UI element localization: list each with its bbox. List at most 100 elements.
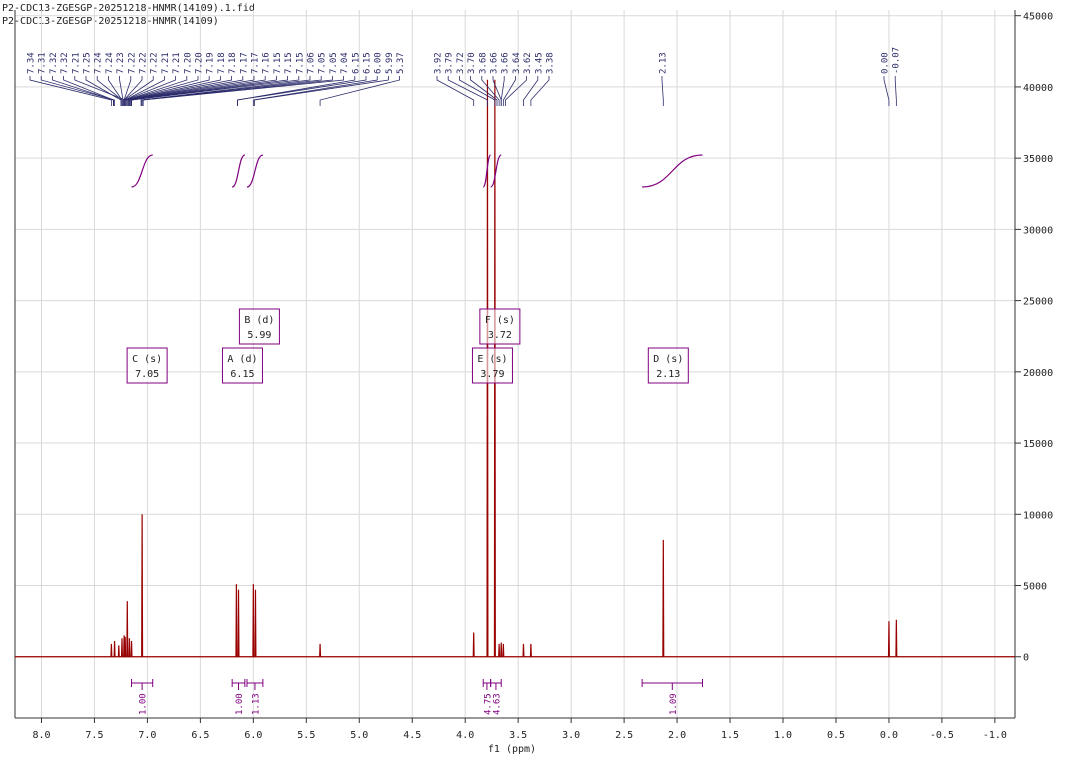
peak-label: 7.16 bbox=[262, 52, 272, 74]
x-tick-label: 4.0 bbox=[456, 730, 474, 741]
x-tick-label: 6.0 bbox=[244, 730, 262, 741]
peak-label: 7.19 bbox=[206, 52, 216, 74]
peak-leader bbox=[523, 76, 539, 106]
multiplet-shift: 5.99 bbox=[247, 330, 271, 341]
multiplet-box bbox=[126, 347, 168, 384]
x-tick-label: 1.0 bbox=[774, 730, 792, 741]
peak-label: 7.18 bbox=[217, 52, 227, 74]
y-tick-label: 45000 bbox=[1023, 12, 1053, 23]
y-tick-label: 20000 bbox=[1023, 368, 1053, 379]
peak-leader bbox=[123, 76, 154, 106]
multiplet-label: A (d) bbox=[227, 354, 257, 365]
peak-leader bbox=[29, 76, 112, 106]
integral-curve bbox=[490, 154, 502, 188]
peak-label: 7.23 bbox=[116, 52, 126, 74]
x-tick-label: 8.0 bbox=[32, 730, 50, 741]
peak-label: 7.06 bbox=[307, 52, 317, 74]
peak-label: 7.25 bbox=[83, 52, 93, 74]
peak-label: 7.32 bbox=[60, 52, 70, 74]
peak-leader bbox=[125, 76, 199, 106]
x-tick-label: 2.5 bbox=[615, 730, 633, 741]
multiplet-label: F (s) bbox=[485, 315, 515, 326]
peak-leader bbox=[63, 76, 114, 106]
peak-leader bbox=[883, 76, 890, 106]
peak-label: 7.15 bbox=[295, 52, 305, 74]
peak-label: 6.00 bbox=[374, 52, 384, 74]
x-tick-label: 3.0 bbox=[562, 730, 580, 741]
peak-label: 3.68 bbox=[478, 52, 488, 74]
peak-label: 3.64 bbox=[512, 52, 522, 74]
integral-bracket bbox=[131, 679, 154, 690]
peak-leader bbox=[129, 76, 255, 106]
chart-subtitle: P2-CDC13-ZGESGP-20251218-HNMR(14109) bbox=[2, 16, 219, 27]
spectrum-line bbox=[15, 79, 1015, 658]
y-tick-label: 30000 bbox=[1023, 225, 1053, 236]
peak-leader bbox=[40, 76, 115, 106]
peak-leader bbox=[142, 76, 345, 106]
multiplet-shift: 6.15 bbox=[230, 369, 254, 380]
peak-leader bbox=[119, 76, 124, 106]
peak-label: 7.22 bbox=[150, 52, 160, 74]
integral-bracket bbox=[490, 679, 502, 690]
x-tick-label: 5.5 bbox=[297, 730, 315, 741]
peak-label: 6.15 bbox=[363, 52, 373, 74]
integral-bracket bbox=[482, 679, 492, 690]
peak-label: 5.37 bbox=[396, 52, 406, 74]
y-tick-label: 35000 bbox=[1023, 154, 1053, 165]
peak-label: 7.34 bbox=[27, 52, 37, 74]
multiplet-box bbox=[471, 347, 513, 384]
x-tick-label: -1.0 bbox=[983, 730, 1007, 741]
peak-label: 7.05 bbox=[318, 52, 328, 74]
integral-label: 1.00 bbox=[139, 693, 149, 715]
peak-label: 3.92 bbox=[434, 52, 444, 74]
x-tick-label: 5.0 bbox=[350, 730, 368, 741]
integral-curve bbox=[642, 154, 703, 188]
x-axis-label: f1 (ppm) bbox=[488, 744, 536, 755]
peak-label: 7.21 bbox=[161, 52, 171, 74]
x-tick-label: 0.5 bbox=[827, 730, 845, 741]
multiplet-shift: 3.79 bbox=[480, 369, 504, 380]
peak-leader bbox=[505, 76, 527, 106]
peak-label: 7.20 bbox=[195, 52, 205, 74]
peak-leader bbox=[127, 76, 233, 106]
multiplet-box bbox=[238, 308, 280, 345]
peak-label: 7.31 bbox=[38, 52, 48, 74]
integral-bracket bbox=[231, 679, 246, 690]
x-tick-label: 3.5 bbox=[509, 730, 527, 741]
integral-curve bbox=[482, 154, 492, 188]
peak-leader bbox=[470, 76, 498, 106]
peak-label: 7.17 bbox=[239, 52, 249, 74]
x-tick-label: 7.5 bbox=[85, 730, 103, 741]
integral-label: 4.75 bbox=[483, 693, 493, 715]
x-tick-label: 7.0 bbox=[138, 730, 156, 741]
peak-leader bbox=[458, 76, 496, 106]
multiplet-box bbox=[647, 347, 689, 384]
x-tick-label: 1.5 bbox=[721, 730, 739, 741]
peak-label: 3.66 bbox=[490, 52, 500, 74]
x-tick-label: 4.5 bbox=[403, 730, 421, 741]
integral-label: 1.09 bbox=[669, 693, 679, 715]
multiplet-shift: 3.72 bbox=[488, 330, 512, 341]
peak-label: 3.62 bbox=[523, 52, 533, 74]
peak-label: 6.15 bbox=[351, 52, 361, 74]
peak-leader bbox=[237, 76, 367, 106]
integral-label: 1.13 bbox=[251, 693, 261, 715]
peak-leader bbox=[530, 76, 550, 106]
peak-leader bbox=[447, 76, 488, 106]
peak-leader bbox=[85, 76, 122, 106]
peak-leader bbox=[252, 76, 378, 106]
peak-leader bbox=[436, 76, 475, 106]
multiplet-shift: 2.13 bbox=[656, 369, 680, 380]
peak-label: 3.79 bbox=[445, 52, 455, 74]
peak-label: 3.66 bbox=[501, 52, 511, 74]
peak-leader bbox=[502, 76, 516, 106]
integral-curve bbox=[131, 154, 153, 188]
peak-label: -0.07 bbox=[892, 47, 902, 74]
x-tick-label: 0.0 bbox=[880, 730, 898, 741]
peak-leader bbox=[894, 76, 897, 106]
y-tick-label: 5000 bbox=[1023, 582, 1047, 593]
y-tick-label: 25000 bbox=[1023, 297, 1053, 308]
integral-curve bbox=[246, 154, 264, 188]
